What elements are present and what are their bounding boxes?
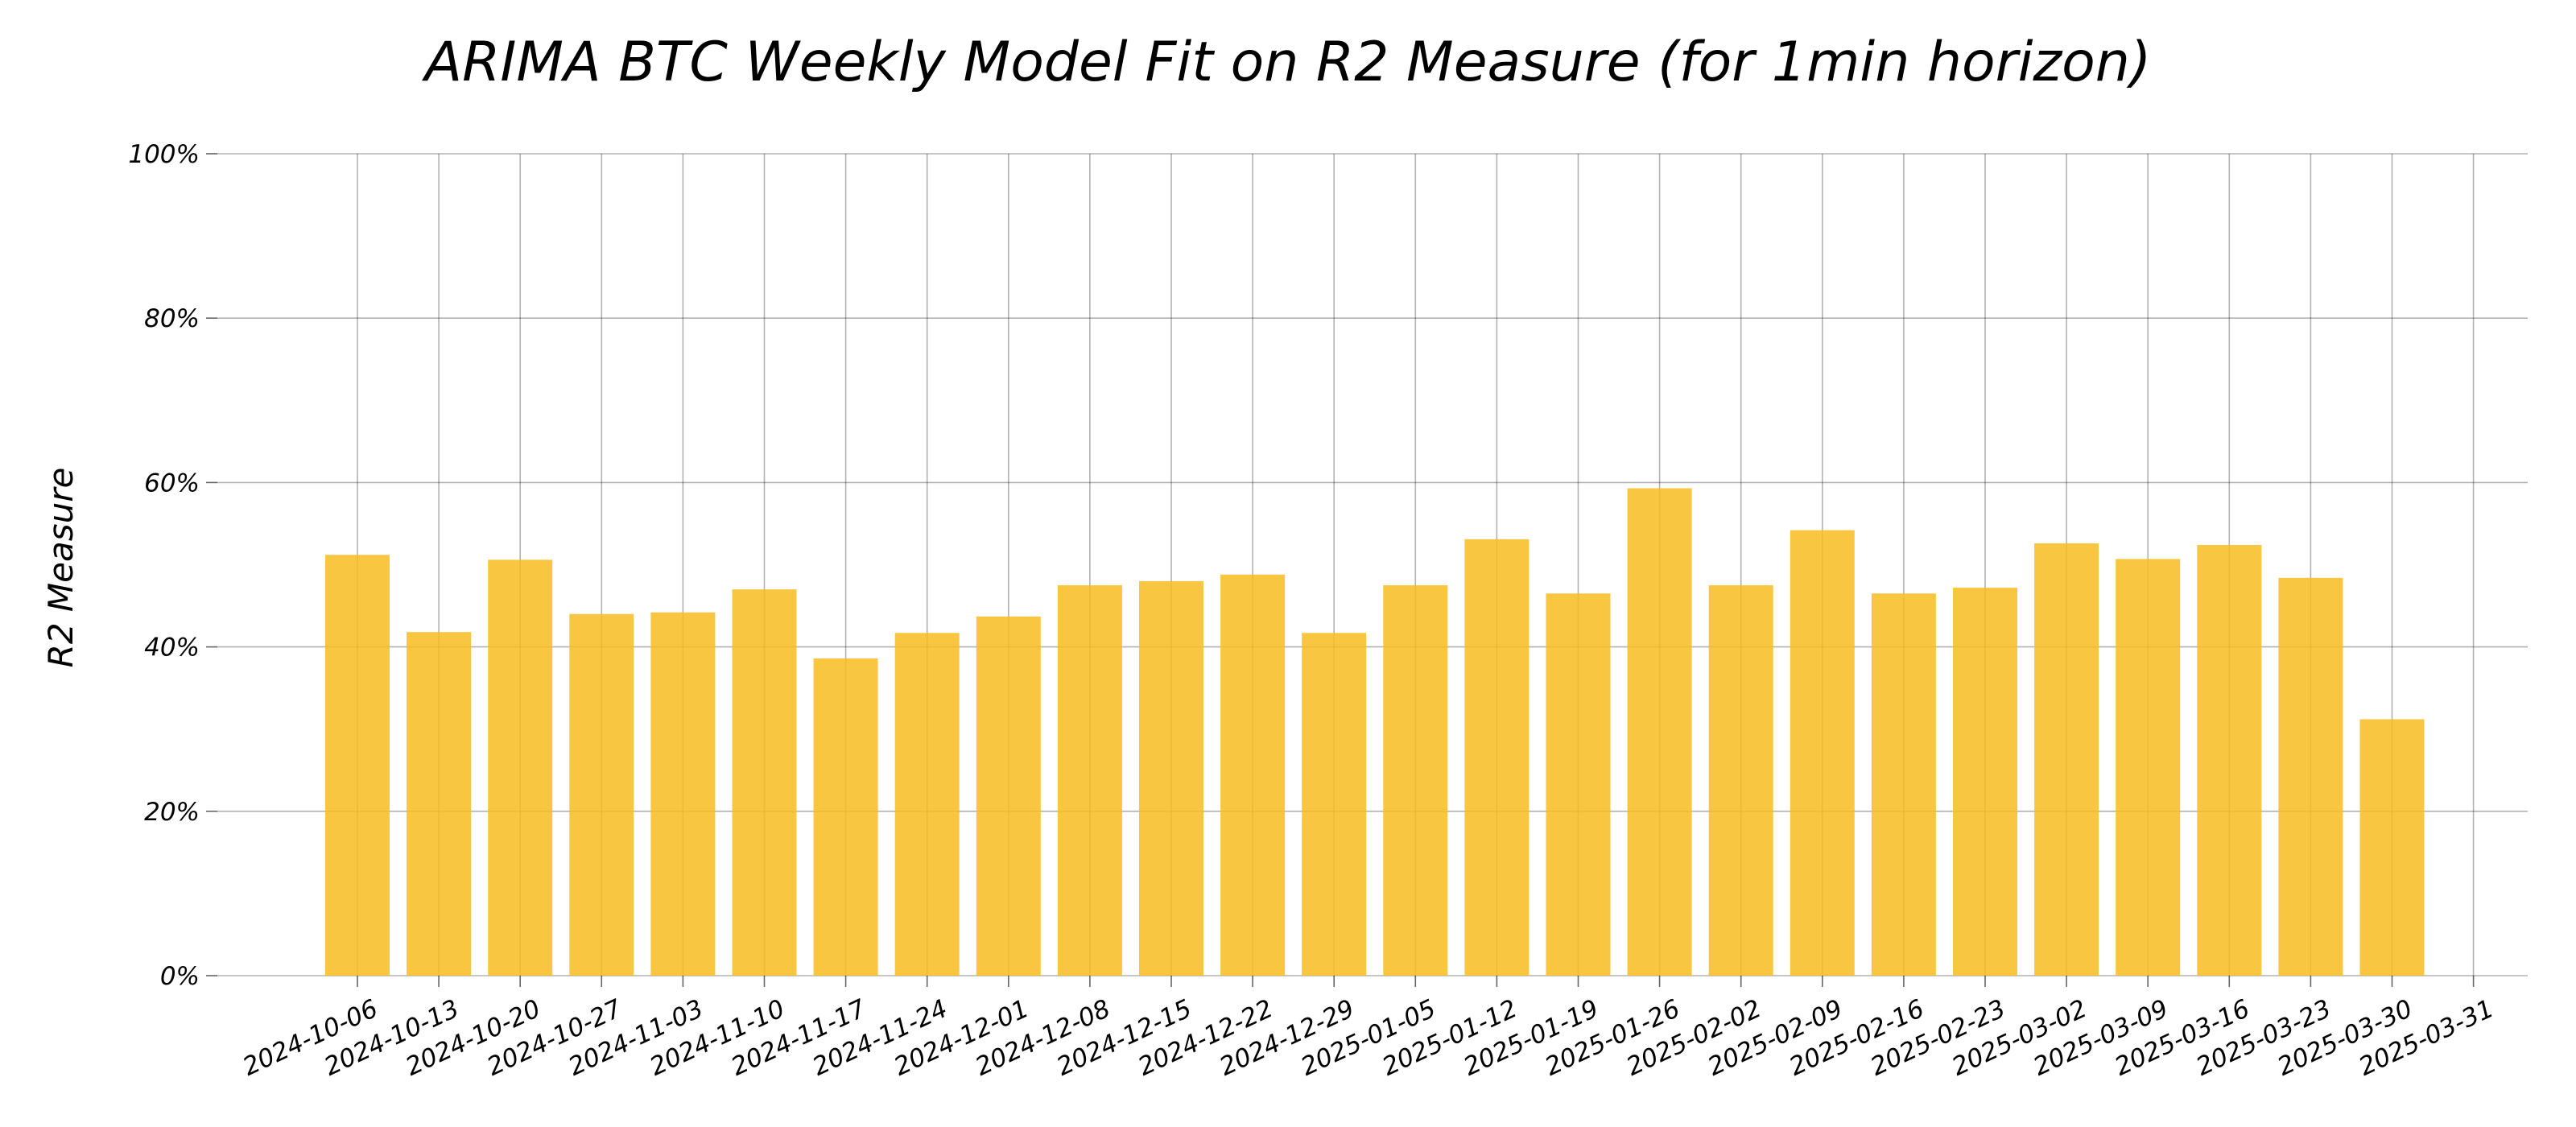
bar-2025-03-09 bbox=[2116, 559, 2181, 976]
bar-2024-12-22 bbox=[1220, 574, 1286, 976]
bar-2024-12-01 bbox=[976, 616, 1041, 976]
bar-2024-10-06 bbox=[325, 555, 390, 976]
bar-2024-10-20 bbox=[488, 559, 553, 976]
bar-2024-10-13 bbox=[407, 632, 472, 976]
bar-2025-03-30 bbox=[2359, 719, 2425, 976]
bar-2024-11-03 bbox=[650, 612, 716, 976]
bar-2025-02-02 bbox=[1708, 585, 1773, 976]
bar-2025-01-26 bbox=[1627, 488, 1692, 976]
bar-2025-01-12 bbox=[1464, 539, 1530, 976]
y-tick-label: 80% bbox=[144, 304, 200, 333]
bar-2024-11-24 bbox=[894, 633, 960, 976]
bar-2024-12-15 bbox=[1139, 580, 1203, 976]
bar-2025-02-16 bbox=[1871, 593, 1936, 976]
bars bbox=[325, 488, 2425, 976]
bar-2024-11-17 bbox=[813, 658, 878, 976]
bar-2024-11-10 bbox=[732, 589, 797, 976]
y-tick-label: 40% bbox=[144, 634, 200, 663]
bar-2024-12-08 bbox=[1057, 585, 1122, 976]
y-tick-label: 0% bbox=[160, 962, 200, 991]
bar-2025-02-09 bbox=[1790, 530, 1855, 976]
bar-2024-12-29 bbox=[1302, 633, 1367, 976]
y-tick-label: 60% bbox=[144, 469, 200, 497]
x-axis-ticks: 2024-10-062024-10-132024-10-202024-10-27… bbox=[238, 976, 2498, 1082]
y-axis-label: R2 Measure bbox=[41, 468, 80, 668]
bar-2025-01-19 bbox=[1546, 593, 1611, 976]
bar-2025-01-05 bbox=[1383, 585, 1448, 976]
bar-2024-10-27 bbox=[569, 613, 634, 976]
bar-2025-03-16 bbox=[2197, 544, 2262, 976]
chart-title: ARIMA BTC Weekly Model Fit on R2 Measure… bbox=[422, 31, 2152, 94]
bar-2025-02-23 bbox=[1953, 588, 2017, 976]
bar-2025-03-23 bbox=[2278, 577, 2343, 976]
gridlines bbox=[217, 153, 2528, 976]
y-tick-label: 100% bbox=[128, 140, 200, 169]
y-axis-ticks: 0% 20% 40% 60% 80% 100% bbox=[128, 140, 217, 991]
y-tick-label: 20% bbox=[144, 798, 200, 827]
bar-2025-03-02 bbox=[2034, 543, 2099, 976]
